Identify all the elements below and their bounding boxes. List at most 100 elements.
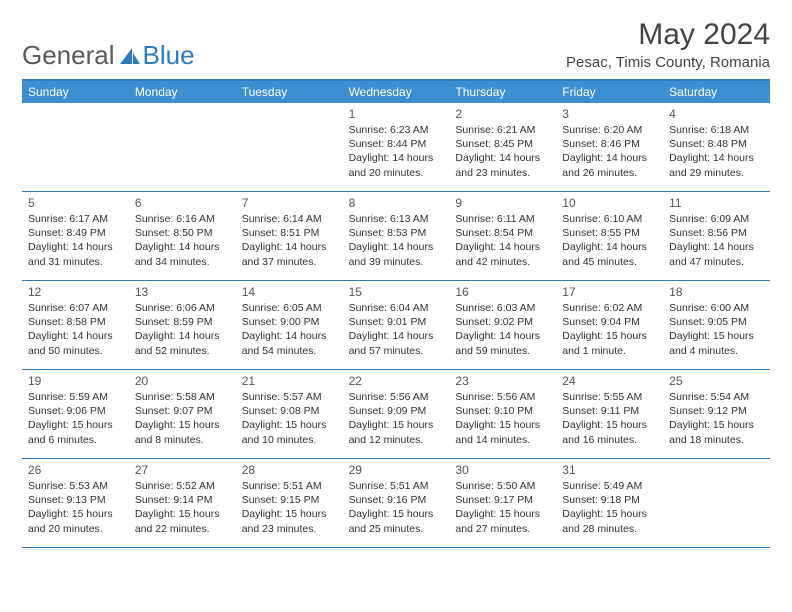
calendar-cell: 31Sunrise: 5:49 AMSunset: 9:18 PMDayligh… [556, 459, 663, 547]
day-number: 7 [242, 196, 337, 210]
calendar: Sunday Monday Tuesday Wednesday Thursday… [22, 79, 770, 548]
calendar-cell: 22Sunrise: 5:56 AMSunset: 9:09 PMDayligh… [343, 370, 450, 458]
sunset-text: Sunset: 8:53 PM [349, 226, 444, 240]
day-number: 6 [135, 196, 230, 210]
sunset-text: Sunset: 9:00 PM [242, 315, 337, 329]
sunset-text: Sunset: 8:56 PM [669, 226, 764, 240]
sunset-text: Sunset: 9:08 PM [242, 404, 337, 418]
daylight-text: Daylight: 14 hours [135, 329, 230, 343]
day-number: 5 [28, 196, 123, 210]
page-title: May 2024 [566, 18, 770, 52]
sunrise-text: Sunrise: 6:03 AM [455, 301, 550, 315]
daylight-text: Daylight: 15 hours [349, 507, 444, 521]
daylight-text: Daylight: 15 hours [135, 507, 230, 521]
calendar-week: 26Sunrise: 5:53 AMSunset: 9:13 PMDayligh… [22, 459, 770, 548]
daylight-text: Daylight: 14 hours [28, 329, 123, 343]
calendar-cell: 23Sunrise: 5:56 AMSunset: 9:10 PMDayligh… [449, 370, 556, 458]
weekday-mon: Monday [129, 81, 236, 103]
day-number: 23 [455, 374, 550, 388]
sunset-text: Sunset: 8:44 PM [349, 137, 444, 151]
sunrise-text: Sunrise: 6:20 AM [562, 123, 657, 137]
daylight-text: and 34 minutes. [135, 255, 230, 269]
calendar-cell: 29Sunrise: 5:51 AMSunset: 9:16 PMDayligh… [343, 459, 450, 547]
sunset-text: Sunset: 9:11 PM [562, 404, 657, 418]
sunrise-text: Sunrise: 6:04 AM [349, 301, 444, 315]
sunrise-text: Sunrise: 5:57 AM [242, 390, 337, 404]
sunset-text: Sunset: 8:51 PM [242, 226, 337, 240]
daylight-text: and 57 minutes. [349, 344, 444, 358]
daylight-text: Daylight: 14 hours [455, 240, 550, 254]
sunrise-text: Sunrise: 5:51 AM [349, 479, 444, 493]
daylight-text: Daylight: 15 hours [28, 507, 123, 521]
sunrise-text: Sunrise: 6:18 AM [669, 123, 764, 137]
day-number: 18 [669, 285, 764, 299]
calendar-cell: 1Sunrise: 6:23 AMSunset: 8:44 PMDaylight… [343, 103, 450, 191]
sunrise-text: Sunrise: 6:16 AM [135, 212, 230, 226]
day-number: 14 [242, 285, 337, 299]
daylight-text: and 50 minutes. [28, 344, 123, 358]
daylight-text: Daylight: 14 hours [135, 240, 230, 254]
sunrise-text: Sunrise: 5:51 AM [242, 479, 337, 493]
calendar-cell [663, 459, 770, 547]
daylight-text: Daylight: 14 hours [669, 240, 764, 254]
calendar-cell: 6 Sunrise: 6:16 AMSunset: 8:50 PMDaylight… [129, 192, 236, 280]
day-number: 27 [135, 463, 230, 477]
day-number: 29 [349, 463, 444, 477]
calendar-week: 1Sunrise: 6:23 AMSunset: 8:44 PMDaylight… [22, 103, 770, 192]
daylight-text: and 59 minutes. [455, 344, 550, 358]
sunrise-text: Sunrise: 6:02 AM [562, 301, 657, 315]
sunset-text: Sunset: 9:07 PM [135, 404, 230, 418]
calendar-cell: 27Sunrise: 5:52 AMSunset: 9:14 PMDayligh… [129, 459, 236, 547]
daylight-text: and 22 minutes. [135, 522, 230, 536]
day-number: 25 [669, 374, 764, 388]
daylight-text: Daylight: 15 hours [242, 507, 337, 521]
sunrise-text: Sunrise: 6:23 AM [349, 123, 444, 137]
daylight-text: Daylight: 14 hours [455, 329, 550, 343]
sunset-text: Sunset: 9:15 PM [242, 493, 337, 507]
daylight-text: and 47 minutes. [669, 255, 764, 269]
header: General Blue May 2024 Pesac, Timis Count… [22, 18, 770, 71]
daylight-text: and 6 minutes. [28, 433, 123, 447]
daylight-text: and 31 minutes. [28, 255, 123, 269]
calendar-cell: 11Sunrise: 6:09 AMSunset: 8:56 PMDayligh… [663, 192, 770, 280]
calendar-cell [129, 103, 236, 191]
weekday-wed: Wednesday [343, 81, 450, 103]
calendar-cell: 18Sunrise: 6:00 AMSunset: 9:05 PMDayligh… [663, 281, 770, 369]
sunset-text: Sunset: 8:50 PM [135, 226, 230, 240]
day-number: 11 [669, 196, 764, 210]
sunrise-text: Sunrise: 5:55 AM [562, 390, 657, 404]
day-number: 16 [455, 285, 550, 299]
daylight-text: Daylight: 15 hours [28, 418, 123, 432]
title-block: May 2024 Pesac, Timis County, Romania [566, 18, 770, 71]
calendar-cell: 12Sunrise: 6:07 AMSunset: 8:58 PMDayligh… [22, 281, 129, 369]
weeks-container: 1Sunrise: 6:23 AMSunset: 8:44 PMDaylight… [22, 103, 770, 548]
calendar-cell: 5Sunrise: 6:17 AMSunset: 8:49 PMDaylight… [22, 192, 129, 280]
sunset-text: Sunset: 8:46 PM [562, 137, 657, 151]
calendar-cell: 13Sunrise: 6:06 AMSunset: 8:59 PMDayligh… [129, 281, 236, 369]
sunrise-text: Sunrise: 6:05 AM [242, 301, 337, 315]
calendar-week: 19Sunrise: 5:59 AMSunset: 9:06 PMDayligh… [22, 370, 770, 459]
daylight-text: Daylight: 15 hours [562, 329, 657, 343]
sunset-text: Sunset: 9:05 PM [669, 315, 764, 329]
day-number: 21 [242, 374, 337, 388]
sunrise-text: Sunrise: 6:10 AM [562, 212, 657, 226]
daylight-text: Daylight: 14 hours [562, 240, 657, 254]
sunrise-text: Sunrise: 5:49 AM [562, 479, 657, 493]
day-number: 17 [562, 285, 657, 299]
daylight-text: Daylight: 14 hours [455, 151, 550, 165]
daylight-text: Daylight: 14 hours [349, 151, 444, 165]
daylight-text: Daylight: 15 hours [669, 418, 764, 432]
day-number: 10 [562, 196, 657, 210]
sunrise-text: Sunrise: 5:52 AM [135, 479, 230, 493]
sunrise-text: Sunrise: 6:11 AM [455, 212, 550, 226]
sunrise-text: Sunrise: 5:56 AM [349, 390, 444, 404]
day-number: 8 [349, 196, 444, 210]
daylight-text: and 12 minutes. [349, 433, 444, 447]
weekday-tue: Tuesday [236, 81, 343, 103]
daylight-text: and 14 minutes. [455, 433, 550, 447]
sunrise-text: Sunrise: 5:59 AM [28, 390, 123, 404]
sunrise-text: Sunrise: 6:07 AM [28, 301, 123, 315]
calendar-cell: 30Sunrise: 5:50 AMSunset: 9:17 PMDayligh… [449, 459, 556, 547]
brand-part2: Blue [143, 40, 195, 71]
sunset-text: Sunset: 9:12 PM [669, 404, 764, 418]
